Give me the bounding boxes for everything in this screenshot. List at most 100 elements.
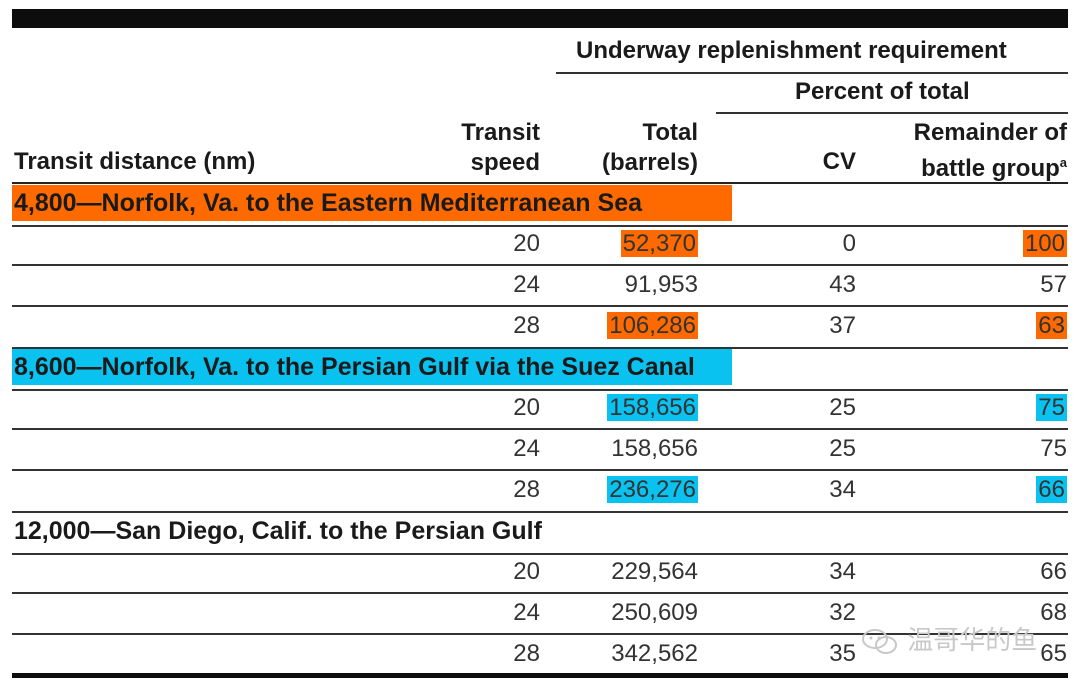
cell-rem: 75 [870, 393, 1067, 423]
header-bottom-rule [12, 182, 1068, 184]
group-rule [12, 347, 1068, 349]
cell-speed: 24 [440, 270, 540, 300]
cell-speed: 20 [440, 393, 540, 423]
cell-speed: 24 [440, 598, 540, 628]
row-rule [12, 264, 1068, 266]
cell-rem: 65 [870, 639, 1067, 669]
cell-cv: 34 [720, 557, 856, 587]
cell-rem-value: 57 [1040, 271, 1067, 298]
col-cv-header: CV [822, 148, 856, 175]
cell-cv-value: 0 [842, 230, 856, 257]
cell-speed: 20 [440, 229, 540, 259]
cell-rem-value: 65 [1040, 640, 1067, 667]
cell-cv: 34 [720, 475, 856, 505]
cell-cv: 25 [720, 434, 856, 464]
wechat-icon [862, 629, 897, 655]
cell-speed: 28 [440, 311, 540, 341]
cell-cv-value: 34 [829, 476, 856, 503]
cell-rem: 63 [870, 311, 1067, 341]
cell-total: 158,656 [560, 434, 698, 464]
cell-cv: 37 [720, 311, 856, 341]
cell-total: 158,656 [560, 393, 698, 423]
subgroup-header-rule [716, 112, 1068, 114]
cell-total: 106,286 [560, 311, 698, 341]
cell-total: 52,370 [560, 229, 698, 259]
cell-cv-value: 37 [829, 312, 856, 339]
cell-speed: 28 [440, 639, 540, 669]
row-rule [12, 592, 1068, 594]
cell-speed: 24 [440, 434, 540, 464]
cell-total-value: 342,562 [611, 640, 698, 667]
row-rule [12, 633, 1068, 635]
col-speed-header: Transit speed [420, 118, 540, 178]
cell-total: 236,276 [560, 475, 698, 505]
group-title: 4,800—Norfolk, Va. to the Eastern Medite… [12, 185, 732, 221]
col-distance-header: Transit distance (nm) [14, 148, 256, 175]
bottom-rule [12, 673, 1068, 678]
cell-speed-value: 24 [513, 435, 540, 462]
cell-speed-value: 20 [513, 230, 540, 257]
col-speed-line2: speed [470, 149, 540, 176]
cell-total: 229,564 [560, 557, 698, 587]
footnote-marker: a [1059, 155, 1067, 170]
subgroup-header: Percent of total [795, 78, 970, 105]
group-rule [12, 511, 1068, 513]
col-remainder-line2-wrap: battle groupa [860, 148, 1067, 184]
row-rule [12, 428, 1068, 430]
cell-speed-value: 20 [513, 558, 540, 585]
cell-cv-value: 25 [829, 435, 856, 462]
col-remainder-line2: battle group [921, 155, 1060, 182]
cell-total: 250,609 [560, 598, 698, 628]
cell-rem: 66 [870, 557, 1067, 587]
cell-total-value: 236,276 [607, 476, 698, 503]
col-total-line2: (barrels) [601, 149, 698, 176]
cell-rem: 66 [870, 475, 1067, 505]
cell-speed-value: 24 [513, 271, 540, 298]
cell-cv: 43 [720, 270, 856, 300]
col-remainder-line1: Remainder of [913, 119, 1067, 146]
cell-total-value: 229,564 [611, 558, 698, 585]
group-title: 12,000—San Diego, Calif. to the Persian … [14, 517, 542, 545]
group-title: 8,600—Norfolk, Va. to the Persian Gulf v… [12, 349, 732, 385]
cell-rem: 68 [870, 598, 1067, 628]
group-header: Underway replenishment requirement [576, 37, 1007, 64]
row-rule [12, 553, 1068, 555]
cell-total-value: 91,953 [624, 271, 698, 298]
cell-speed: 28 [440, 475, 540, 505]
cell-rem: 100 [870, 229, 1067, 259]
cell-cv: 0 [720, 229, 856, 259]
cell-rem-value: 75 [1040, 435, 1067, 462]
cell-total-value: 158,656 [607, 394, 698, 421]
cell-rem-value: 68 [1040, 599, 1067, 626]
col-total-line1: Total [642, 119, 698, 146]
cell-cv-value: 35 [829, 640, 856, 667]
row-rule [12, 469, 1068, 471]
col-speed-line1: Transit [461, 119, 540, 146]
watermark-text: 温哥华的鱼 [907, 625, 1038, 655]
cell-speed-value: 28 [513, 312, 540, 339]
cell-total-value: 250,609 [611, 599, 698, 626]
cell-rem-value: 100 [1022, 230, 1067, 257]
cell-rem-value: 66 [1040, 558, 1067, 585]
row-rule [12, 225, 1068, 227]
row-rule [12, 389, 1068, 391]
row-rule [12, 305, 1068, 307]
cell-rem: 75 [870, 434, 1067, 464]
group-header-rule [556, 72, 1068, 74]
cell-rem-value: 63 [1036, 312, 1067, 339]
cell-rem-value: 75 [1036, 394, 1067, 421]
cell-cv: 25 [720, 393, 856, 423]
watermark: 温哥华的鱼 [860, 620, 1060, 660]
cell-cv-value: 43 [829, 271, 856, 298]
cell-total-value: 158,656 [611, 435, 698, 462]
cell-total: 91,953 [560, 270, 698, 300]
cell-rem-value: 66 [1036, 476, 1067, 503]
cell-cv: 32 [720, 598, 856, 628]
cell-speed-value: 28 [513, 476, 540, 503]
cell-total-value: 52,370 [620, 230, 698, 257]
col-total-header: Total (barrels) [560, 118, 698, 178]
cell-speed-value: 28 [513, 640, 540, 667]
col-remainder-header: Remainder of battle groupa [860, 118, 1067, 184]
cell-cv-value: 34 [829, 558, 856, 585]
cell-speed-value: 24 [513, 599, 540, 626]
